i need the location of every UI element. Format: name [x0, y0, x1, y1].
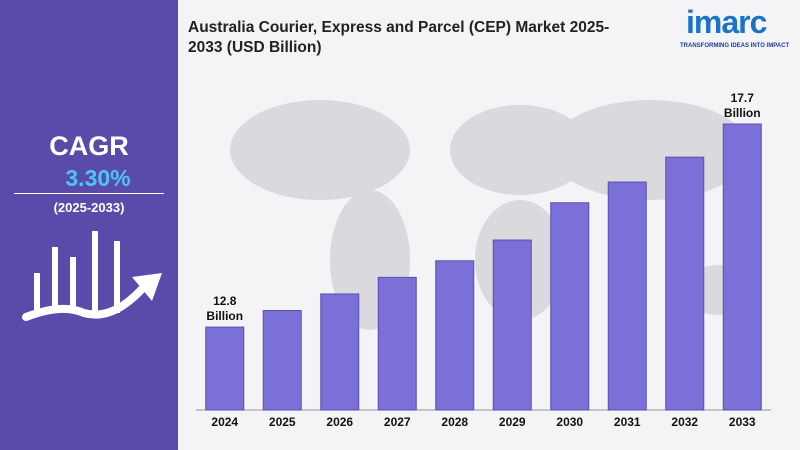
x-tick-label: 2032 [671, 415, 698, 429]
bar [262, 310, 302, 411]
bar [320, 293, 360, 411]
logo-tagline: TRANSFORMING IDEAS INTO IMPACT [680, 43, 790, 49]
bar [665, 156, 705, 411]
value-label: 12.8 Billion [206, 294, 244, 324]
x-tick-label: 2031 [614, 415, 641, 429]
cagr-label: CAGR [49, 131, 129, 161]
x-tick-label: 2026 [326, 415, 353, 429]
bar [377, 276, 417, 411]
cagr-value: 3.30% [65, 165, 131, 191]
divider [14, 193, 164, 194]
logo: imarc [686, 4, 767, 40]
x-tick-label: 2027 [384, 415, 411, 429]
x-tick-label: 2024 [211, 415, 238, 429]
value-label: 17.7 Billion [723, 91, 761, 120]
bar [492, 239, 532, 411]
x-tick-label: 2028 [441, 415, 468, 429]
x-tick-label: 2029 [499, 415, 526, 429]
bar [607, 181, 647, 411]
chart-title: Australia Courier, Express and Parcel (C… [188, 19, 610, 56]
bar [205, 326, 245, 411]
bar [435, 260, 475, 411]
bar [550, 202, 590, 411]
bar [722, 123, 762, 411]
x-tick-label: 2033 [729, 415, 756, 429]
x-tick-label: 2030 [556, 415, 583, 429]
x-tick-label: 2025 [269, 415, 296, 429]
growth-icon [22, 231, 162, 321]
side-panel: CAGR 3.30% (2025-2033) [0, 0, 178, 450]
cagr-period: (2025-2033) [53, 200, 125, 215]
